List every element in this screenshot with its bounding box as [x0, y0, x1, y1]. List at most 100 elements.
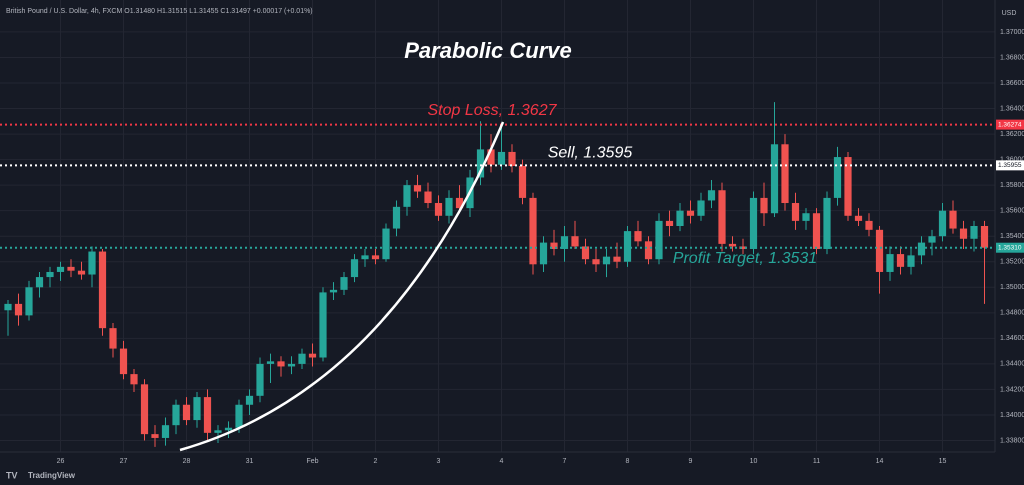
x-tick-label: 3 [437, 458, 441, 465]
y-tick-label: 1.34400 [1000, 361, 1024, 368]
x-tick-label: 7 [563, 458, 567, 465]
candle-body [791, 203, 800, 221]
level-label: Sell, 1.3595 [548, 145, 633, 162]
candle-body [812, 213, 821, 249]
y-tick-label: 1.36800 [1000, 54, 1024, 61]
candle-body [130, 374, 138, 385]
candle-body [581, 246, 590, 260]
candle-body [109, 328, 117, 349]
candle-body [497, 151, 506, 165]
candle-body [571, 236, 579, 247]
x-tick-label: 14 [876, 458, 884, 465]
candle-body [623, 231, 632, 262]
candle-body [634, 231, 642, 242]
price-tag [996, 160, 1024, 171]
candle-body [833, 157, 842, 198]
y-tick-label: 1.35600 [1000, 208, 1024, 215]
candle-body [718, 190, 726, 244]
overlays: Stop Loss, 1.3627 1.36274 Sell, 1.3595 1.35… [0, 102, 1024, 267]
x-tick-label: 2 [374, 458, 378, 465]
y-tick-label: 1.35000 [1000, 284, 1024, 291]
price-tag-label: 1.36274 [998, 121, 1022, 128]
candle-body [592, 259, 600, 265]
candle-body [508, 151, 516, 166]
candle-body [749, 197, 758, 249]
y-tick-label: 1.34600 [1000, 335, 1024, 342]
candle-body [875, 229, 884, 272]
brand: TradingView [28, 471, 76, 480]
candle-body [308, 353, 317, 358]
candle-body [56, 266, 65, 272]
y-tick-label: 1.33800 [1000, 437, 1024, 444]
candle-body [172, 404, 180, 426]
candle-body [434, 203, 443, 216]
y-tick-label: 1.36400 [1000, 105, 1024, 112]
x-tick-label: Feb [306, 458, 318, 465]
candle-body [445, 197, 453, 216]
candle-body [907, 255, 915, 267]
candle-body [413, 185, 422, 192]
candle-body [970, 226, 978, 239]
candle-body [371, 255, 380, 260]
candle-body [319, 292, 327, 358]
y-tick-label: 1.37000 [1000, 29, 1024, 36]
candle-body [613, 256, 621, 262]
candle-body [760, 197, 768, 214]
candle-body [382, 228, 390, 260]
candle-body [256, 363, 264, 396]
candle-body [928, 236, 936, 243]
candle-body [844, 157, 852, 216]
candle-body [4, 303, 12, 311]
candle-body [865, 220, 873, 230]
candle-body [697, 200, 705, 216]
brand-logo: TV [6, 470, 18, 480]
price-tag [996, 242, 1024, 253]
x-tick-label: 26 [57, 458, 65, 465]
candle-body [77, 270, 86, 275]
x-tick-label: 4 [500, 458, 504, 465]
candle-body [655, 220, 663, 260]
candle-body [455, 197, 464, 209]
candle-body [25, 287, 33, 316]
x-tick-label: 10 [750, 458, 758, 465]
candle-body [770, 144, 779, 214]
candle-body [46, 271, 54, 278]
candle-body [140, 384, 149, 435]
x-tick-label: 28 [183, 458, 191, 465]
candle-body [959, 228, 968, 239]
candle-body [560, 236, 569, 249]
candle-body [854, 215, 863, 221]
candle-body [602, 256, 611, 265]
candle-body [686, 210, 695, 216]
candle-body [707, 190, 716, 201]
candle-body [88, 251, 96, 275]
candle-body [350, 259, 359, 278]
candle-body [781, 144, 789, 204]
candle-body [644, 241, 653, 260]
candle-body [35, 277, 44, 288]
candle-body [67, 266, 75, 271]
y-tick-label: 1.35200 [1000, 259, 1024, 266]
candle-body [214, 430, 222, 433]
candle-body [665, 220, 674, 226]
candle-body [224, 427, 233, 431]
candle-body [476, 149, 485, 178]
candle-body [823, 197, 831, 249]
candle-body [938, 210, 947, 237]
candle-body [424, 191, 432, 204]
chart-title: Parabolic Curve [404, 38, 572, 63]
candle-body [361, 255, 369, 260]
y-tick-label: 1.36000 [1000, 156, 1024, 163]
candle-body [235, 404, 243, 428]
price-tag-label: 1.35955 [998, 162, 1022, 169]
candle-body [487, 149, 495, 165]
candle-body [119, 348, 128, 375]
candle-body [739, 246, 747, 249]
candle-body [403, 185, 411, 207]
candle-body [676, 210, 684, 226]
candle-body [529, 197, 537, 265]
candle-body [203, 397, 212, 433]
candle-body [896, 254, 905, 267]
candle-body [340, 277, 348, 290]
